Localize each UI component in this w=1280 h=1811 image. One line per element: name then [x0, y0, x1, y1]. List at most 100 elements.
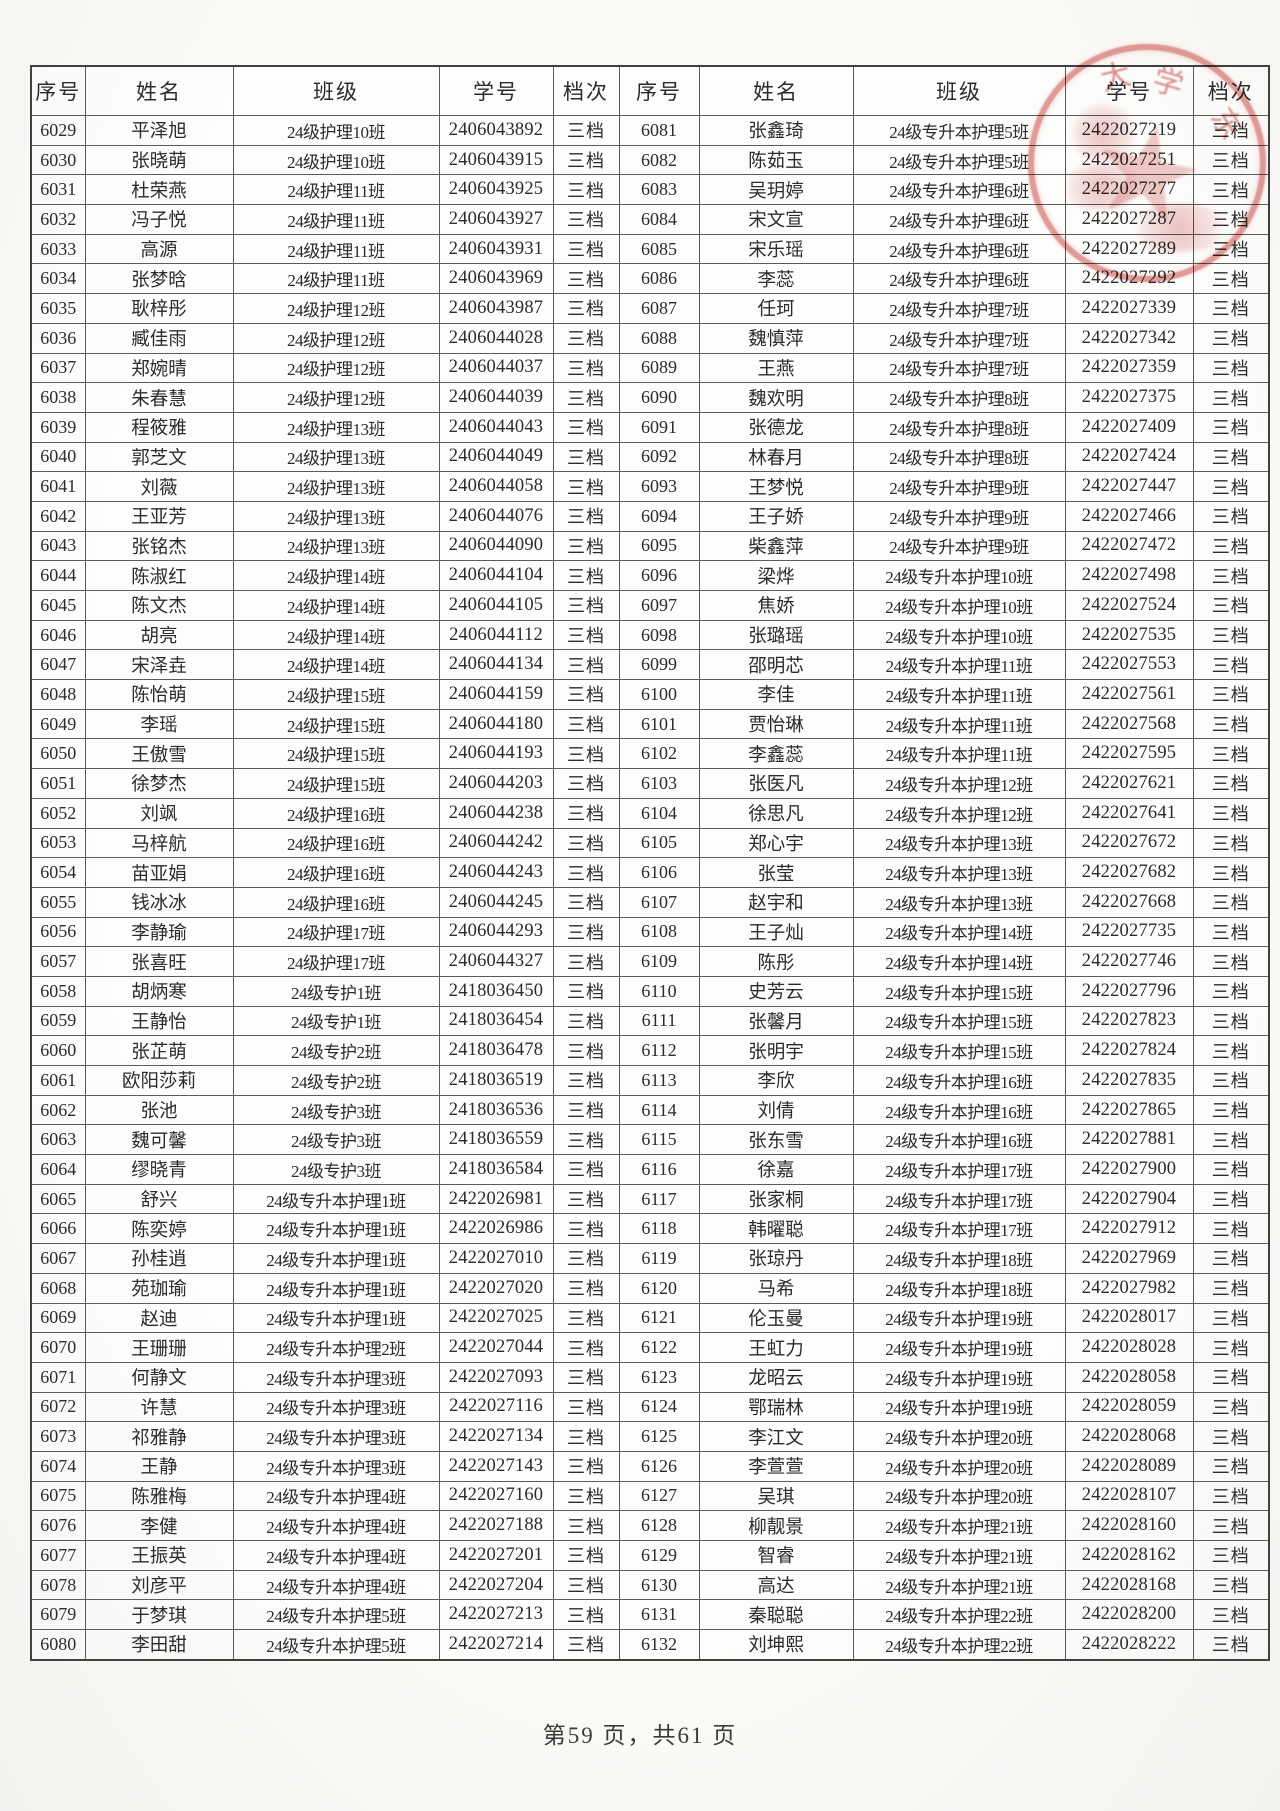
student-id-cell: 2406044242	[438, 827, 554, 859]
class-cell: 24级护理11班	[232, 204, 440, 235]
name-cell: 王子灿	[698, 916, 854, 948]
serial-cell: 6080	[30, 1629, 86, 1661]
tier-cell: 三档	[552, 1243, 620, 1274]
student-id-cell: 2418036584	[438, 1154, 554, 1185]
student-id-cell: 2422027292	[1064, 263, 1194, 295]
name-cell: 张芷萌	[84, 1035, 234, 1066]
tier-cell: 三档	[552, 560, 620, 591]
student-id-cell: 2406044238	[438, 797, 554, 829]
serial-cell: 6044	[30, 560, 86, 591]
serial-cell: 6119	[618, 1243, 700, 1274]
student-id-cell: 2406044245	[438, 886, 554, 918]
name-cell: 任珂	[698, 293, 854, 324]
table-row: 6051 徐梦杰 24级护理15班 2406044203 三档 6103 张医凡 24级专升本…	[30, 768, 1270, 799]
serial-cell: 6060	[30, 1035, 86, 1066]
class-cell: 24级专升本护理16班	[852, 1124, 1066, 1156]
name-cell: 平泽旭	[84, 115, 234, 146]
student-id-cell: 2422027595	[1064, 738, 1194, 770]
header-tier: 档次	[552, 65, 620, 116]
student-id-cell: 2406043915	[438, 144, 554, 176]
class-cell: 24级护理15班	[232, 708, 440, 740]
name-cell: 孙桂逍	[84, 1243, 234, 1274]
class-cell: 24级专升本护理13班	[852, 827, 1066, 859]
tier-cell: 三档	[1192, 1302, 1270, 1334]
name-cell: 邵明芯	[698, 649, 854, 681]
tier-cell: 三档	[1192, 1391, 1270, 1423]
tier-cell: 三档	[1192, 679, 1270, 710]
table-row: 6036 臧佳雨 24级护理12班 2406044028 三档 6088 魏慎萍 24级专升本…	[30, 322, 1270, 354]
student-id-cell: 2406044203	[438, 768, 554, 799]
class-cell: 24级专升本护理12班	[852, 797, 1066, 829]
serial-cell: 6123	[618, 1361, 700, 1393]
tier-cell: 三档	[552, 619, 620, 651]
name-cell: 梁烨	[698, 560, 854, 591]
tier-cell: 三档	[552, 352, 620, 384]
tier-cell: 三档	[552, 1540, 620, 1571]
class-cell: 24级专升本护理18班	[852, 1272, 1066, 1304]
name-cell: 胡炳寒	[84, 975, 234, 1007]
serial-cell: 6079	[30, 1599, 86, 1631]
table-row: 6060 张芷萌 24级专护2班 2418036478 三档 6112 张明宇 24级专升本护…	[30, 1035, 1270, 1066]
tier-cell: 三档	[1192, 144, 1270, 176]
serial-cell: 6087	[618, 293, 700, 324]
serial-cell: 6054	[30, 857, 86, 888]
student-id-cell: 2406044076	[438, 500, 554, 532]
tier-cell: 三档	[1192, 1629, 1270, 1661]
class-cell: 24级专护2班	[232, 1035, 440, 1066]
serial-cell: 6061	[30, 1065, 86, 1096]
name-cell: 许慧	[84, 1391, 234, 1423]
class-cell: 24级专升本护理22班	[852, 1629, 1066, 1661]
serial-cell: 6105	[618, 827, 700, 859]
class-cell: 24级护理16班	[232, 857, 440, 888]
class-cell: 24级专升本护理11班	[852, 649, 1066, 681]
class-cell: 24级专升本护理1班	[232, 1272, 440, 1304]
student-id-cell: 2422027134	[438, 1421, 554, 1452]
tier-cell: 三档	[1192, 1332, 1270, 1363]
student-id-cell: 2422027796	[1064, 975, 1194, 1007]
student-id-cell: 2422027912	[1064, 1213, 1194, 1245]
table-row: 6057 张喜旺 24级护理17班 2406044327 三档 6109 陈彤 24级专升本护…	[30, 946, 1270, 977]
tier-cell: 三档	[1192, 411, 1270, 443]
class-cell: 24级专升本护理12班	[852, 768, 1066, 799]
student-id-cell: 2406044159	[438, 679, 554, 710]
class-cell: 24级专升本护理1班	[232, 1183, 440, 1215]
tier-cell: 三档	[1192, 1005, 1270, 1037]
serial-cell: 6082	[618, 144, 700, 176]
class-cell: 24级专升本护理3班	[232, 1391, 440, 1423]
name-cell: 张莹	[698, 857, 854, 888]
class-cell: 24级专升本护理20班	[852, 1450, 1066, 1482]
name-cell: 赵迪	[84, 1302, 234, 1334]
class-cell: 24级护理14班	[232, 560, 440, 591]
student-id-cell: 2422027359	[1064, 352, 1194, 384]
student-id-cell: 2422027982	[1064, 1272, 1194, 1304]
serial-cell: 6073	[30, 1421, 86, 1452]
student-id-cell: 2422027553	[1064, 649, 1194, 681]
serial-cell: 6124	[618, 1391, 700, 1423]
tier-cell: 三档	[1192, 1154, 1270, 1185]
table-row: 6050 王傲雪 24级护理15班 2406044193 三档 6102 李鑫蕊 24级专升本…	[30, 738, 1270, 770]
class-cell: 24级专升本护理14班	[852, 916, 1066, 948]
tier-cell: 三档	[552, 1065, 620, 1096]
tier-cell: 三档	[1192, 738, 1270, 770]
table-header: 序号 姓名 班级 学号 档次 序号 姓名 班级 学号 档次	[30, 65, 1270, 116]
student-id-cell: 2422027746	[1064, 946, 1194, 977]
name-cell: 赵宇和	[698, 886, 854, 918]
serial-cell: 6048	[30, 679, 86, 710]
tier-cell: 三档	[1192, 500, 1270, 532]
class-cell: 24级专升本护理1班	[232, 1243, 440, 1274]
name-cell: 李萱萱	[698, 1450, 854, 1482]
serial-cell: 6043	[30, 530, 86, 562]
student-id-cell: 2422028162	[1064, 1540, 1194, 1571]
student-id-cell: 2422027969	[1064, 1243, 1194, 1274]
tier-cell: 三档	[552, 322, 620, 354]
student-id-cell: 2422027093	[438, 1361, 554, 1393]
tier-cell: 三档	[552, 293, 620, 324]
tier-cell: 三档	[552, 500, 620, 532]
student-id-cell: 2422027824	[1064, 1035, 1194, 1066]
class-cell: 24级护理13班	[232, 411, 440, 443]
class-cell: 24级护理17班	[232, 916, 440, 948]
class-cell: 24级专升本护理13班	[852, 857, 1066, 888]
name-cell: 龙昭云	[698, 1361, 854, 1393]
serial-cell: 6063	[30, 1124, 86, 1156]
class-cell: 24级专升本护理10班	[852, 560, 1066, 591]
